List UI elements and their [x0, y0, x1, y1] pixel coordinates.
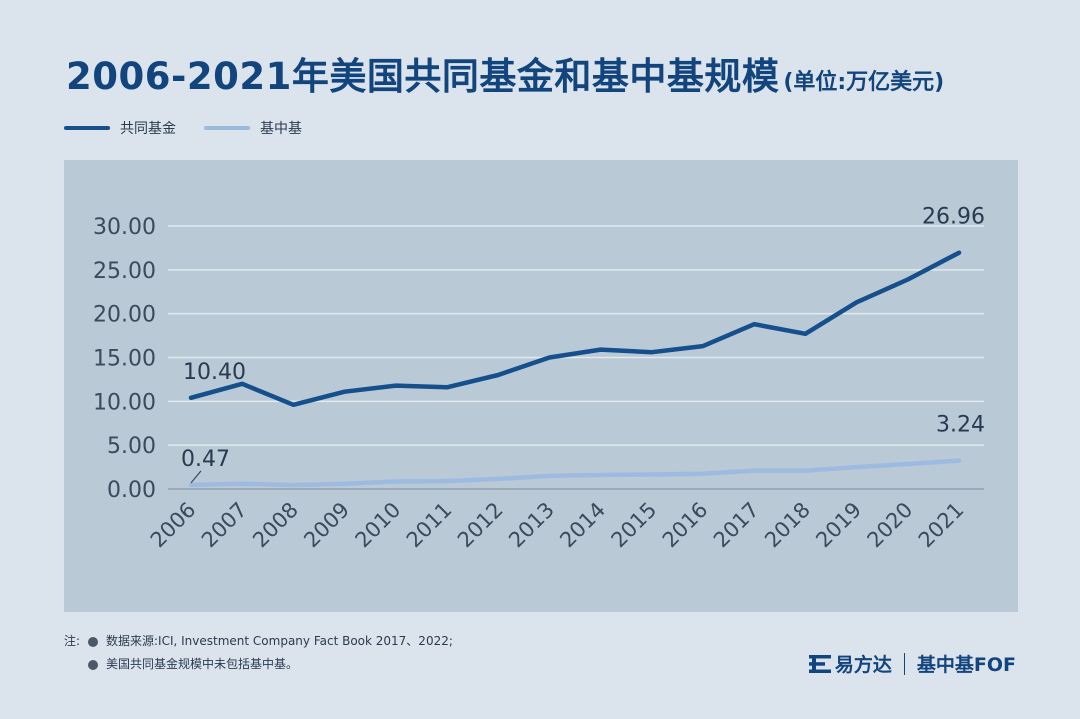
- brand-divider: [903, 652, 905, 675]
- data-label: 10.40: [183, 360, 246, 385]
- x-tick-label: 2011: [402, 498, 457, 553]
- x-tick-label: 2013: [504, 498, 559, 553]
- x-tick-label: 2018: [760, 498, 815, 553]
- footnote-text-exclusion: 美国共同基金规模中未包括基中基。: [106, 657, 299, 671]
- efund-logo-icon: [808, 654, 831, 673]
- legend-item-fof: 基中基: [204, 118, 302, 138]
- x-tick-label: 2020: [863, 498, 918, 553]
- x-tick-label: 2017: [709, 498, 764, 553]
- data-label: 0.47: [181, 447, 230, 472]
- x-tick-label: 2016: [658, 498, 713, 553]
- y-tick-label: 15.00: [93, 347, 156, 372]
- footnote-exclusion: 美国共同基金规模中未包括基中基。: [64, 653, 453, 676]
- footnote-source: 注: 数据来源:ICI, Investment Company Fact Boo…: [64, 630, 453, 653]
- data-label: 3.24: [936, 413, 985, 438]
- x-tick-label: 2012: [453, 498, 508, 553]
- legend-swatch-fof: [204, 126, 250, 130]
- legend-item-mutual-fund: 共同基金: [64, 118, 176, 138]
- y-tick-label: 5.00: [107, 434, 156, 459]
- y-tick-label: 25.00: [93, 259, 156, 284]
- y-tick-label: 10.00: [93, 390, 156, 415]
- legend-label-fof: 基中基: [260, 121, 302, 137]
- footnote-text-source: 数据来源:ICI, Investment Company Fact Book 2…: [106, 634, 453, 648]
- x-tick-label: 2006: [146, 498, 201, 553]
- legend-label-mutual-fund: 共同基金: [120, 121, 176, 137]
- x-tick-label: 2007: [197, 498, 252, 553]
- x-tick-label: 2009: [299, 498, 354, 553]
- footnote-prefix: 注:: [64, 634, 81, 648]
- y-tick-label: 0.00: [107, 478, 156, 503]
- series-line-fof: [188, 458, 962, 488]
- brand-block: 易方达 基中基FOF: [808, 650, 1016, 677]
- x-tick-label: 2019: [811, 498, 866, 553]
- x-tick-label: 2014: [555, 498, 610, 553]
- y-tick-label: 30.00: [93, 215, 156, 240]
- footnotes: 注: 数据来源:ICI, Investment Company Fact Boo…: [64, 630, 453, 676]
- brand-product: 基中基FOF: [916, 654, 1016, 676]
- brand-logo: 易方达: [808, 650, 892, 677]
- annotation-leader: [190, 470, 202, 484]
- title-row: 2006-2021年美国共同基金和基中基规模 (单位:万亿美元): [66, 46, 944, 100]
- y-tick-label: 20.00: [93, 303, 156, 328]
- x-tick-label: 2015: [607, 498, 662, 553]
- x-tick-label: 2021: [914, 498, 969, 553]
- series-line-mutual-fund: [188, 250, 962, 408]
- bullet-icon: [88, 636, 98, 647]
- brand-company: 易方达: [834, 654, 892, 676]
- data-label: 26.96: [922, 205, 985, 230]
- unit-label: (单位:万亿美元): [783, 70, 945, 95]
- legend: 共同基金 基中基: [64, 118, 330, 138]
- bullet-icon: [88, 659, 98, 670]
- x-tick-label: 2008: [248, 498, 303, 553]
- chart-title: 2006-2021年美国共同基金和基中基规模: [66, 55, 780, 98]
- plot-area: [64, 160, 1018, 612]
- x-tick-label: 2010: [351, 498, 406, 553]
- legend-swatch-mutual-fund: [64, 126, 110, 130]
